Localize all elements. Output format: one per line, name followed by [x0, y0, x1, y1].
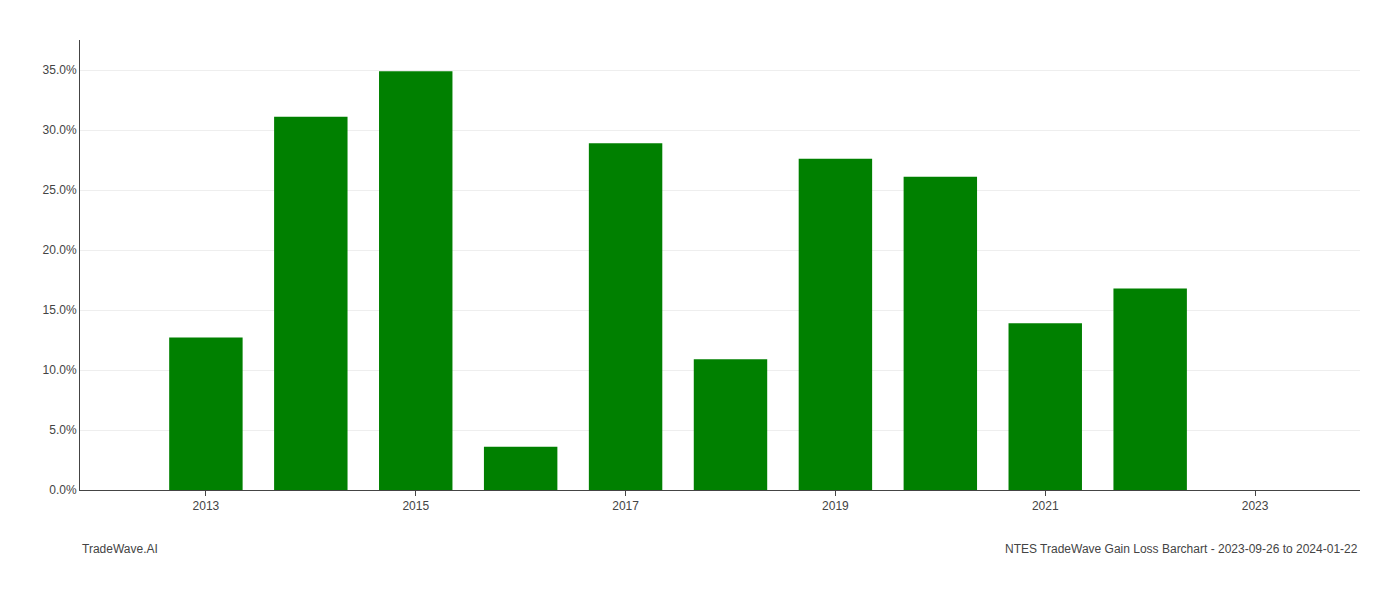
svg-text:0.0%: 0.0% [49, 483, 77, 497]
svg-text:20.0%: 20.0% [43, 243, 77, 257]
svg-text:2017: 2017 [612, 499, 639, 513]
svg-text:2015: 2015 [402, 499, 429, 513]
svg-text:NTES TradeWave Gain Loss Barch: NTES TradeWave Gain Loss Barchart - 2023… [1005, 542, 1358, 556]
svg-text:2021: 2021 [1032, 499, 1059, 513]
svg-text:15.0%: 15.0% [43, 303, 77, 317]
svg-text:10.0%: 10.0% [43, 363, 77, 377]
svg-text:30.0%: 30.0% [43, 123, 77, 137]
svg-text:2023: 2023 [1242, 499, 1269, 513]
svg-text:5.0%: 5.0% [49, 423, 77, 437]
svg-text:2019: 2019 [822, 499, 849, 513]
svg-text:25.0%: 25.0% [43, 183, 77, 197]
svg-text:35.0%: 35.0% [43, 63, 77, 77]
svg-text:2013: 2013 [193, 499, 220, 513]
svg-text:TradeWave.AI: TradeWave.AI [82, 542, 158, 556]
